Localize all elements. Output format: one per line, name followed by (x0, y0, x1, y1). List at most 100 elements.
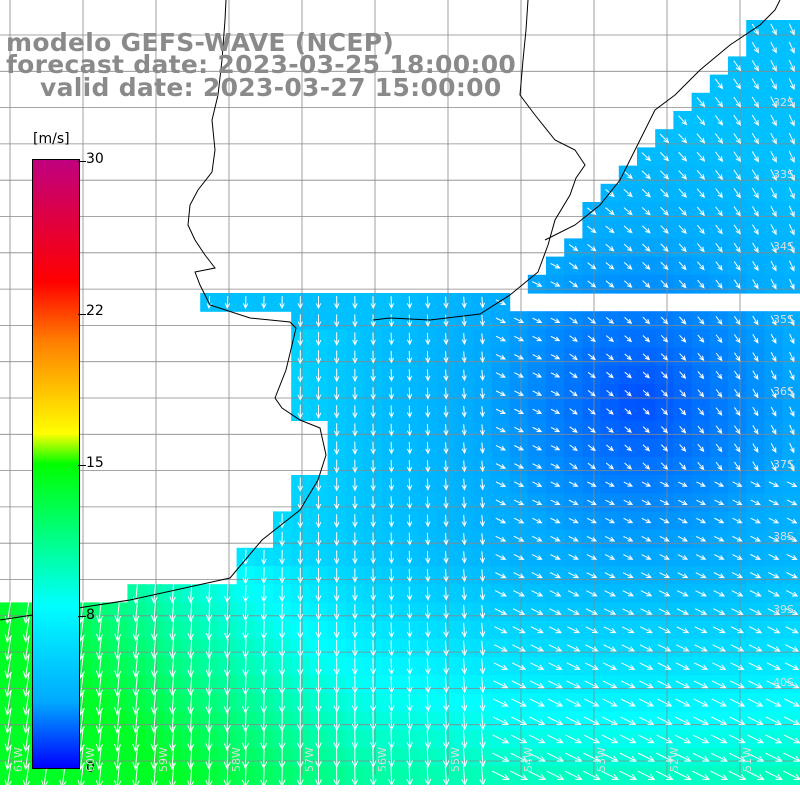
wind-arrow (370, 586, 376, 602)
wind-arrow (510, 752, 528, 762)
wind-arrow (388, 460, 395, 473)
wind-arrow (789, 315, 795, 327)
wind-arrow (425, 568, 431, 583)
wind-arrow (370, 441, 376, 455)
wind-arrow (479, 676, 486, 694)
wind-arrow (494, 626, 508, 634)
wind-arrow (715, 352, 723, 362)
wind-arrow (315, 386, 322, 401)
wind-arrow (586, 590, 598, 597)
wind-arrow (770, 60, 777, 72)
wind-arrow (461, 640, 468, 657)
wind-arrow (296, 764, 304, 788)
wind-arrow (695, 535, 707, 542)
wind-arrow (710, 752, 728, 762)
wind-arrow (443, 314, 449, 327)
wind-arrow (528, 734, 546, 744)
wind-arrow (241, 746, 250, 770)
wind-arrow (532, 463, 543, 469)
wind-arrow (788, 78, 795, 91)
wind-arrow (315, 404, 322, 419)
wind-arrow (168, 763, 177, 789)
wind-arrow (442, 765, 450, 786)
wind-arrow (205, 638, 213, 659)
wind-arrow (584, 680, 600, 689)
wind-arrow (370, 604, 377, 620)
wind-arrow (697, 352, 705, 362)
wind-arrow (315, 350, 322, 365)
wind-arrow (550, 390, 561, 396)
wind-arrow (715, 316, 723, 326)
wind-arrow (789, 351, 795, 363)
lon-label: 58W (230, 747, 243, 772)
wind-arrow (730, 680, 745, 689)
wind-arrow (603, 644, 617, 652)
wind-arrow (532, 426, 543, 433)
wind-arrow (406, 694, 413, 713)
wind-arrow (770, 242, 777, 254)
wind-arrow (242, 566, 249, 585)
wind-arrow (659, 152, 670, 162)
wind-arrow (169, 619, 176, 641)
wind-arrow (751, 78, 759, 90)
lat-label: 38S (773, 530, 794, 543)
wind-arrow (585, 608, 599, 615)
wind-arrow (4, 635, 12, 661)
wind-arrow (370, 332, 376, 346)
wind-arrow (4, 690, 12, 716)
wind-arrow (784, 662, 800, 670)
wind-arrow (568, 244, 579, 252)
lat-label: 39S (773, 603, 794, 616)
wind-arrow (352, 459, 358, 474)
wind-arrow (406, 405, 413, 419)
wind-arrow (223, 763, 231, 788)
wind-arrow (132, 601, 140, 623)
wind-arrow (660, 170, 670, 180)
wind-arrow (728, 752, 747, 762)
wind-arrow (443, 694, 450, 712)
wind-arrow (461, 442, 467, 455)
wind-arrow (205, 602, 213, 622)
wind-arrow (388, 387, 395, 401)
wind-arrow (442, 729, 450, 749)
wind-arrow (587, 280, 597, 288)
wind-arrow (730, 626, 745, 634)
wind-arrow (659, 536, 670, 542)
wind-arrow (187, 745, 195, 770)
wind-arrow (443, 405, 449, 418)
wind-arrow (479, 406, 485, 418)
wind-arrow (697, 407, 705, 416)
wind-arrow (242, 620, 249, 640)
wind-arrow (424, 747, 432, 768)
wind-arrow (425, 460, 431, 473)
wind-arrow (388, 332, 395, 346)
wind-arrow (660, 462, 669, 470)
wind-arrow (406, 747, 413, 768)
wind-arrow (764, 770, 783, 781)
wind-arrow (370, 711, 377, 731)
wind-arrow (443, 622, 449, 638)
wind-arrow (461, 604, 468, 620)
wind-arrow (406, 622, 413, 638)
wind-arrow (697, 443, 705, 453)
wind-arrow (729, 716, 746, 725)
wind-arrow (770, 187, 777, 200)
wind-arrow (788, 223, 795, 236)
wind-arrow (443, 514, 449, 528)
wind-arrow (694, 608, 708, 615)
wind-arrow (513, 481, 525, 487)
wind-arrow (675, 662, 690, 670)
wind-arrow (425, 423, 431, 437)
wind-arrow (529, 698, 546, 707)
wind-arrow (493, 680, 509, 689)
wind-arrow (770, 132, 777, 145)
wind-arrow (587, 444, 596, 452)
wind-arrow (297, 314, 303, 328)
wind-arrow (770, 23, 777, 36)
wind-arrow (788, 96, 795, 109)
wind-arrow (297, 368, 304, 383)
wind-arrow (315, 621, 322, 639)
wind-arrow (493, 698, 509, 707)
wind-arrow (388, 496, 395, 510)
wind-arrow (747, 716, 764, 725)
